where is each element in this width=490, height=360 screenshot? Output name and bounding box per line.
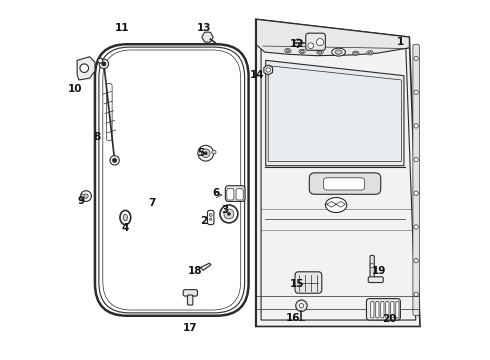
Circle shape — [370, 264, 374, 268]
Text: 1: 1 — [397, 37, 404, 48]
FancyBboxPatch shape — [370, 255, 374, 278]
Text: 10: 10 — [68, 84, 83, 94]
Text: 8: 8 — [93, 132, 100, 142]
Text: 19: 19 — [372, 266, 386, 276]
Ellipse shape — [335, 51, 341, 55]
Text: 5: 5 — [196, 148, 204, 158]
Ellipse shape — [317, 50, 323, 54]
Text: 7: 7 — [148, 198, 156, 208]
FancyBboxPatch shape — [413, 44, 419, 316]
Ellipse shape — [367, 51, 373, 55]
Circle shape — [414, 225, 418, 229]
Circle shape — [414, 191, 418, 195]
Circle shape — [99, 59, 109, 68]
Circle shape — [414, 124, 418, 128]
Polygon shape — [256, 19, 409, 56]
Circle shape — [98, 58, 103, 63]
Polygon shape — [200, 263, 211, 270]
FancyBboxPatch shape — [396, 301, 399, 318]
Circle shape — [210, 218, 212, 220]
Circle shape — [198, 145, 214, 161]
Circle shape — [113, 158, 117, 162]
Circle shape — [296, 300, 307, 311]
Ellipse shape — [123, 214, 127, 221]
Circle shape — [414, 258, 418, 263]
FancyBboxPatch shape — [236, 189, 243, 200]
FancyBboxPatch shape — [183, 290, 197, 296]
FancyBboxPatch shape — [323, 178, 365, 190]
FancyBboxPatch shape — [306, 33, 325, 50]
Ellipse shape — [335, 50, 342, 54]
Ellipse shape — [336, 52, 340, 54]
Circle shape — [317, 39, 323, 46]
Ellipse shape — [300, 50, 304, 53]
FancyBboxPatch shape — [371, 301, 374, 318]
Circle shape — [308, 43, 314, 49]
Ellipse shape — [368, 52, 372, 54]
Circle shape — [414, 90, 418, 94]
Text: 2: 2 — [200, 216, 208, 226]
Circle shape — [224, 209, 234, 219]
Polygon shape — [256, 19, 420, 327]
Circle shape — [80, 64, 89, 72]
Text: 15: 15 — [290, 279, 304, 289]
Circle shape — [81, 191, 92, 202]
Text: 13: 13 — [196, 23, 211, 33]
FancyBboxPatch shape — [227, 189, 234, 200]
Circle shape — [220, 205, 238, 223]
Ellipse shape — [325, 198, 347, 212]
Text: 14: 14 — [250, 69, 265, 80]
Text: 6: 6 — [213, 188, 220, 198]
Ellipse shape — [352, 51, 359, 55]
Circle shape — [102, 62, 106, 66]
Ellipse shape — [332, 48, 345, 56]
Ellipse shape — [286, 50, 290, 52]
Text: 20: 20 — [382, 314, 397, 324]
FancyBboxPatch shape — [188, 295, 193, 305]
Circle shape — [84, 194, 88, 198]
Text: 3: 3 — [222, 205, 229, 215]
Ellipse shape — [120, 210, 131, 225]
Circle shape — [110, 156, 119, 165]
Circle shape — [414, 57, 418, 61]
FancyBboxPatch shape — [309, 173, 381, 194]
Ellipse shape — [299, 49, 305, 54]
Circle shape — [209, 213, 212, 216]
Circle shape — [299, 303, 304, 308]
Circle shape — [201, 149, 210, 157]
FancyBboxPatch shape — [386, 301, 389, 318]
Polygon shape — [266, 60, 404, 166]
FancyBboxPatch shape — [391, 301, 394, 318]
Circle shape — [227, 212, 230, 215]
Circle shape — [204, 152, 207, 155]
Text: 18: 18 — [188, 266, 202, 276]
FancyBboxPatch shape — [376, 301, 379, 318]
Circle shape — [266, 68, 270, 72]
Text: 12: 12 — [290, 39, 304, 49]
Circle shape — [414, 157, 418, 162]
Text: 16: 16 — [286, 312, 300, 323]
Text: 11: 11 — [115, 23, 129, 33]
Text: 9: 9 — [77, 197, 84, 206]
Text: 17: 17 — [182, 323, 197, 333]
Polygon shape — [77, 57, 95, 80]
FancyBboxPatch shape — [207, 210, 214, 225]
Ellipse shape — [212, 150, 216, 154]
Ellipse shape — [354, 52, 358, 54]
FancyBboxPatch shape — [367, 298, 400, 320]
FancyBboxPatch shape — [295, 272, 322, 293]
Text: 4: 4 — [122, 223, 129, 233]
FancyBboxPatch shape — [381, 301, 384, 318]
FancyBboxPatch shape — [368, 277, 383, 283]
Ellipse shape — [285, 49, 291, 53]
FancyBboxPatch shape — [225, 186, 245, 202]
Ellipse shape — [318, 51, 322, 53]
Circle shape — [414, 292, 418, 296]
